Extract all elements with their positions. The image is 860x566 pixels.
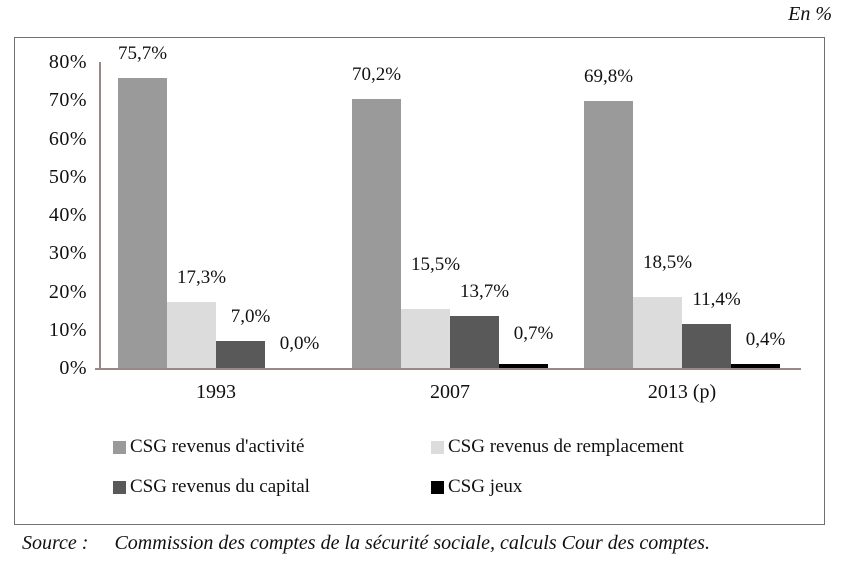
y-axis-tick-label: 30% xyxy=(48,242,87,265)
y-axis-tick-label: 50% xyxy=(48,165,87,188)
bar xyxy=(499,364,548,368)
source-line: Source : Commission des comptes de la séc… xyxy=(22,531,842,555)
value-label: 13,7% xyxy=(459,280,510,302)
y-axis-tick-label: 40% xyxy=(48,204,87,226)
legend-item: CSG revenus d'activité xyxy=(113,437,304,457)
legend-swatch xyxy=(113,480,126,494)
value-label: 75,7% xyxy=(117,43,168,65)
value-label: 11,4% xyxy=(692,289,741,311)
value-label: 70,2% xyxy=(351,64,402,86)
value-label: 17,3% xyxy=(176,266,227,288)
chart-frame: 0% 10% 20% 30% 40% 50% 60% 70% 80% 75,7% 17,3% 7,0%… xyxy=(14,37,825,525)
value-label: 18,5% xyxy=(642,252,693,274)
y-axis-tick-label: 70% xyxy=(48,89,87,112)
value-label: 0,7% xyxy=(513,323,554,344)
bar xyxy=(216,341,265,368)
legend-swatch xyxy=(431,440,444,454)
bar xyxy=(633,297,682,368)
bar xyxy=(352,99,401,368)
legend-item: CSG jeux xyxy=(431,477,522,497)
y-axis-tick-label: 80% xyxy=(48,51,87,73)
legend-label: CSG revenus d'activité xyxy=(130,436,305,457)
legend-item: CSG revenus du capital xyxy=(113,477,310,497)
category-label: 2013 (p) xyxy=(647,381,717,403)
legend-label: CSG jeux xyxy=(448,476,523,497)
value-label: 7,0% xyxy=(230,306,271,328)
bar xyxy=(401,308,450,368)
y-axis-tick-label: 10% xyxy=(48,318,87,341)
value-label: 69,8% xyxy=(583,66,634,87)
bar xyxy=(167,301,216,368)
legend-swatch xyxy=(113,440,126,454)
bar xyxy=(584,101,633,368)
legend-item: CSG revenus de remplacement xyxy=(431,437,684,457)
legend-swatch xyxy=(431,480,444,494)
value-label: 0,4% xyxy=(745,329,786,350)
unit-label: En % xyxy=(788,3,832,25)
y-axis-line xyxy=(99,62,101,368)
legend-label: CSG revenus de remplacement xyxy=(448,436,684,457)
value-label: 0,0% xyxy=(279,333,320,354)
source-prefix: Source : xyxy=(22,532,89,554)
bar xyxy=(450,315,499,368)
value-label: 15,5% xyxy=(410,253,461,275)
bar xyxy=(731,364,780,368)
legend-label: CSG revenus du capital xyxy=(130,476,310,497)
bar xyxy=(118,78,167,368)
bar xyxy=(682,324,731,368)
y-axis-tick-label: 60% xyxy=(48,127,87,150)
category-label: 1993 xyxy=(196,381,236,403)
source-text: Commission des comptes de la sécurité so… xyxy=(114,532,710,554)
category-label: 2007 xyxy=(430,381,470,403)
x-axis-line xyxy=(95,368,801,370)
y-axis-tick-label: 0% xyxy=(59,357,87,379)
y-axis-tick-label: 20% xyxy=(48,280,87,303)
